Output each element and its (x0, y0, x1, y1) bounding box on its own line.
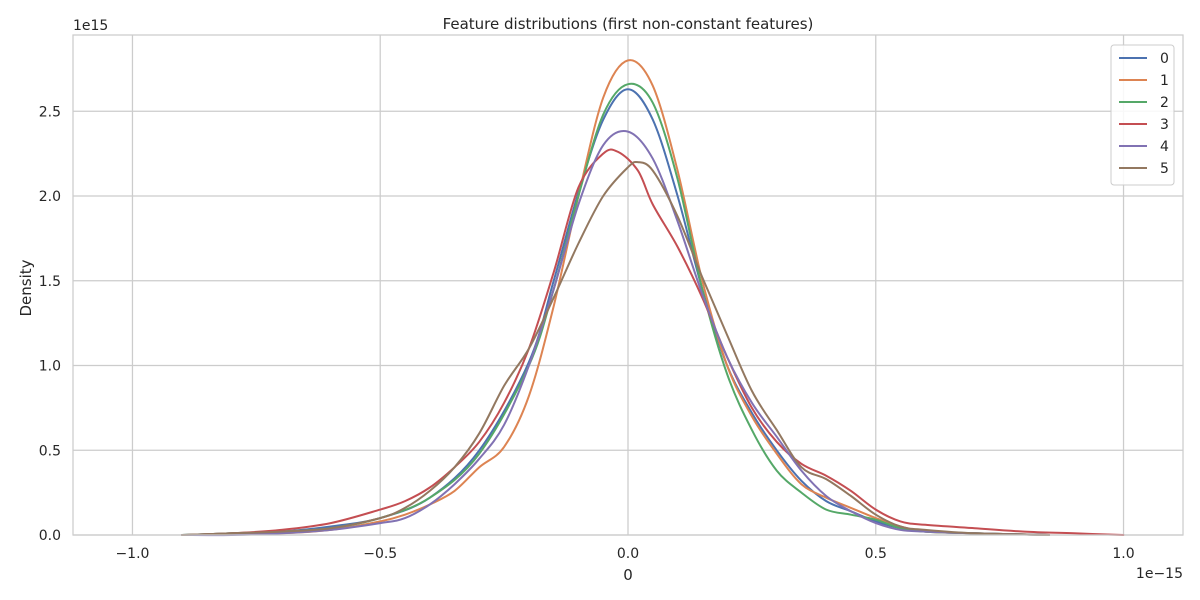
legend-label: 5 (1160, 161, 1169, 177)
legend-entry: 3 (1119, 117, 1169, 133)
x-tick-label: −1.0 (115, 546, 149, 562)
series-line-5 (181, 160, 1051, 536)
y-offset-label: 1e15 (73, 18, 108, 34)
y-axis-label: Density (17, 259, 35, 316)
x-tick-label: 1.0 (1112, 546, 1134, 562)
legend-label: 0 (1160, 51, 1169, 67)
legend-entry: 1 (1119, 73, 1169, 89)
legend-label: 3 (1160, 117, 1169, 133)
x-tick-labels: −1.0 −0.5 0.0 0.5 1.0 (115, 546, 1134, 562)
y-tick-label: 0.5 (39, 443, 61, 459)
legend-entry: 0 (1119, 51, 1169, 67)
y-tick-labels: 0.0 0.5 1.0 1.5 2.0 2.5 (39, 104, 61, 544)
legend-label: 4 (1160, 139, 1169, 155)
y-tick-label: 1.5 (39, 274, 61, 290)
chart-title: Feature distributions (first non-constan… (443, 15, 814, 33)
y-tick-label: 1.0 (39, 359, 61, 375)
plot-frame (72, 34, 1184, 536)
legend-label: 2 (1160, 95, 1169, 111)
x-tick-label: −0.5 (363, 546, 397, 562)
legend: 0 1 2 3 4 5 (1110, 44, 1175, 186)
legend-entry: 2 (1119, 95, 1169, 111)
x-tick-label: 0.5 (865, 546, 887, 562)
series-line-3 (181, 148, 1125, 536)
legend-entry: 4 (1119, 139, 1169, 155)
x-tick-label: 0.0 (617, 546, 639, 562)
x-offset-label: 1e−15 (1136, 566, 1183, 582)
legend-label: 1 (1160, 73, 1169, 89)
series-line-1 (205, 59, 1051, 536)
y-tick-label: 0.0 (39, 528, 61, 544)
series-line-4 (181, 130, 1051, 537)
series-line-2 (181, 82, 1051, 536)
y-tick-label: 2.0 (39, 189, 61, 205)
series-layer (181, 59, 1125, 537)
x-axis-label: 0 (623, 566, 633, 584)
legend-entry: 5 (1119, 161, 1169, 177)
y-tick-label: 2.5 (39, 104, 61, 120)
